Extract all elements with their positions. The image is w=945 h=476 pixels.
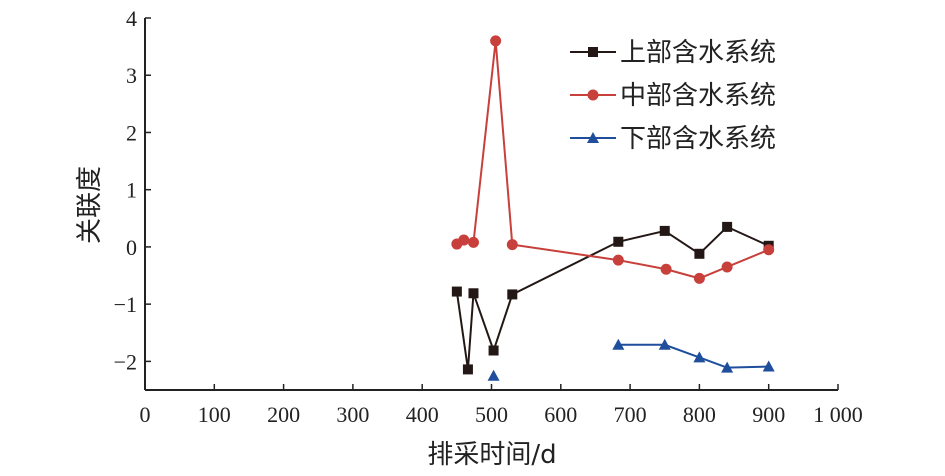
data-point-circle (693, 272, 705, 284)
data-point-circle (660, 263, 672, 275)
data-point-square (659, 225, 670, 236)
y-axis-label: 关联度 (75, 166, 105, 244)
data-point-square (462, 364, 473, 375)
legend-item-3: 下部含水系统 (570, 124, 776, 154)
series-2 (451, 35, 775, 284)
y-tick-label: −2 (114, 349, 137, 374)
y-tick-label: 4 (126, 6, 137, 31)
data-point-triangle (762, 360, 775, 372)
x-tick-label: 300 (336, 402, 369, 427)
series-line (618, 343, 769, 369)
legend-label: 下部含水系统 (620, 124, 776, 154)
x-tick-label: 400 (406, 402, 439, 427)
data-point-circle (587, 89, 599, 101)
data-point-circle (721, 261, 733, 273)
data-point-triangle (658, 338, 671, 350)
data-point-square (488, 345, 499, 356)
legend-label: 中部含水系统 (620, 81, 776, 111)
x-axis-label: 排采时间/d (427, 440, 556, 470)
x-tick-label: 200 (267, 402, 300, 427)
data-point-square (507, 289, 518, 300)
series-layer (451, 35, 775, 381)
series-1 (451, 221, 774, 375)
data-point-circle (458, 234, 470, 246)
series-line (455, 225, 770, 370)
legend-label: 上部含水系统 (620, 38, 776, 68)
x-tick-label: 1 000 (813, 402, 863, 427)
x-tick-label: 0 (140, 402, 151, 427)
axes: 0 100 200 300 400 500 600 700 800 900 1 000 −2 −1 0 1 2… (114, 6, 863, 427)
x-tick-label: 100 (198, 402, 231, 427)
data-point-square (613, 236, 624, 247)
data-point-triangle (693, 351, 706, 363)
x-tick-label: 600 (544, 402, 577, 427)
data-point-circle (467, 236, 479, 248)
data-point-square (468, 288, 479, 299)
data-point-square (588, 47, 598, 57)
y-tick-label: 3 (126, 63, 137, 88)
data-point-circle (763, 244, 775, 256)
data-point-circle (506, 239, 518, 251)
x-tick-label: 900 (752, 402, 785, 427)
data-point-triangle (487, 369, 500, 381)
y-tick-label: 2 (126, 120, 137, 145)
data-point-triangle (587, 132, 599, 143)
series-line (456, 40, 770, 280)
y-tick-label: 1 (126, 178, 137, 203)
x-tick-label: 700 (614, 402, 647, 427)
data-point-triangle (721, 361, 734, 373)
x-tick-label: 800 (683, 402, 716, 427)
data-point-square (694, 248, 705, 259)
data-point-triangle (612, 338, 625, 350)
data-point-square (451, 286, 462, 297)
series-3 (487, 338, 775, 381)
data-point-square (722, 221, 733, 232)
data-point-circle (490, 35, 502, 47)
legend-item-1: 上部含水系统 (570, 38, 776, 68)
y-tick-label: −1 (114, 292, 137, 317)
data-point-circle (612, 254, 624, 266)
legend-item-2: 中部含水系统 (570, 81, 776, 111)
y-tick-label: 0 (126, 235, 137, 260)
x-tick-label: 500 (475, 402, 508, 427)
